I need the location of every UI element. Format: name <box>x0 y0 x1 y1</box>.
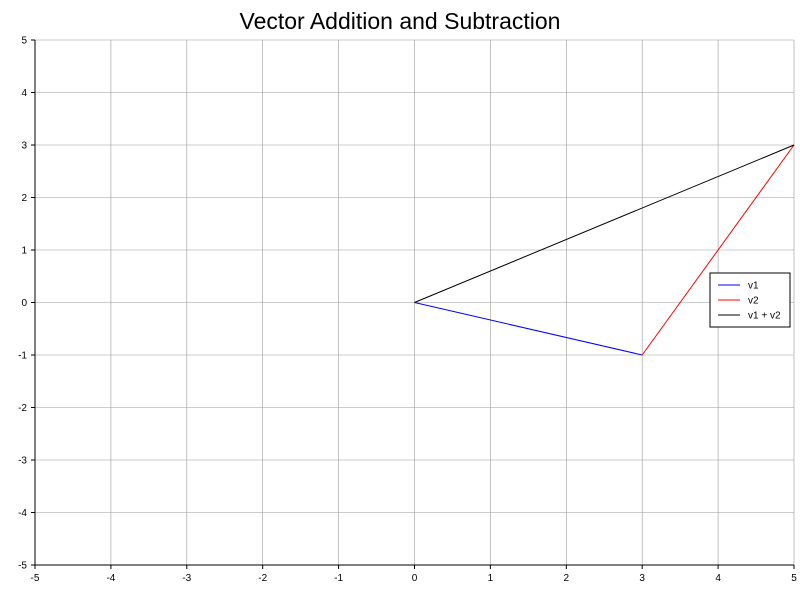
legend-label: v1 <box>748 281 759 292</box>
x-tick-label: 4 <box>715 573 721 584</box>
y-tick-label: 1 <box>21 246 27 257</box>
y-tick-label: -2 <box>18 403 27 414</box>
y-tick-label: -1 <box>18 351 27 362</box>
legend: v1 v2 v1 + v2 <box>709 272 791 328</box>
y-tick-label: -4 <box>18 508 27 519</box>
x-tick-label: 3 <box>639 573 645 584</box>
x-tick-label: 5 <box>791 573 797 584</box>
series-lines <box>414 144 795 356</box>
legend-label: v1 + v2 <box>748 311 781 322</box>
series-line-v1 <box>414 302 643 356</box>
chart-title: Vector Addition and Subtraction <box>240 8 561 34</box>
x-tick-label: 0 <box>412 573 418 584</box>
x-tick-label: -4 <box>106 573 115 584</box>
series-line-v2 <box>641 144 795 356</box>
x-tick-label: -2 <box>258 573 267 584</box>
x-tick-label: 2 <box>564 573 570 584</box>
y-tick-label: -3 <box>18 456 27 467</box>
y-tick-label: 5 <box>21 36 27 47</box>
series-line-v1-v2 <box>414 144 795 303</box>
y-tick-label: 4 <box>21 88 27 99</box>
axes: -5 -4 -3 -2 -1 0 1 2 3 4 5 -5 -4 -3 -2 -1 0 1 2 3 4 5 <box>18 36 797 585</box>
y-tick-label: 2 <box>21 193 27 204</box>
x-tick-label: -5 <box>31 573 40 584</box>
x-tick-label: -1 <box>334 573 343 584</box>
y-tick-label: 0 <box>21 298 27 309</box>
y-tick-label: 3 <box>21 141 27 152</box>
y-tick-label: -5 <box>18 561 27 572</box>
x-tick-label: 1 <box>488 573 494 584</box>
legend-label: v2 <box>748 296 759 307</box>
x-tick-label: -3 <box>182 573 191 584</box>
